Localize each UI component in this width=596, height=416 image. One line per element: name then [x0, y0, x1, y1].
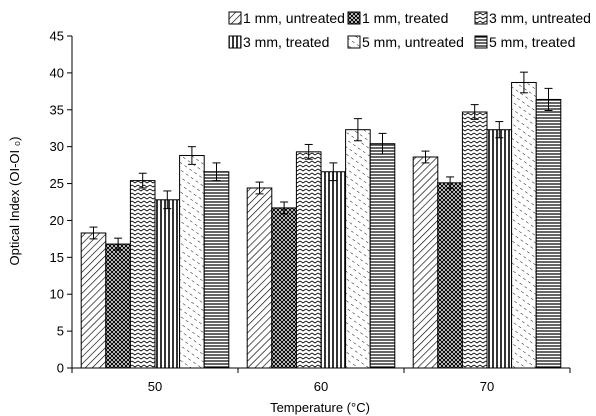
error-bar-5-mm-treated-60	[378, 132, 387, 155]
y-tick-label: 20	[50, 213, 64, 228]
legend-item-5-mm-treated: 5 mm, treated	[474, 34, 575, 50]
bar-1-mm-untreated-70	[412, 156, 439, 369]
error-bar-1-mm-untreated-70	[421, 150, 430, 164]
y-tick-label: 45	[50, 29, 64, 44]
error-bar-3-mm-untreated-70	[470, 104, 479, 120]
legend-item-1-mm-treated: 1 mm, treated	[347, 10, 448, 26]
bar-3-mm-untreated-60	[295, 151, 322, 369]
bar-3-mm-treated-70	[486, 129, 513, 369]
error-bar-1-mm-treated-70	[446, 176, 455, 190]
y-tick-label: 10	[50, 287, 64, 302]
y-tick-label: 40	[50, 65, 64, 80]
bar-1-mm-untreated-60	[246, 187, 273, 369]
error-bar-1-mm-treated-50	[114, 237, 123, 251]
y-axis-ticks: 0 5 10 15 20 25 30 35 40 45	[50, 29, 72, 376]
legend-item-5-mm-untreated: 5 mm, untreated	[347, 34, 464, 50]
legend-label: 3 mm, untreated	[489, 10, 591, 26]
bar-3-mm-treated-60	[320, 171, 347, 369]
x-tick-label: 70	[480, 379, 494, 394]
legend-label: 1 mm, treated	[362, 10, 448, 26]
legend-item-1-mm-untreated: 1 mm, untreated	[228, 10, 345, 26]
bar-1-mm-untreated-50	[80, 232, 107, 369]
bar-1-mm-treated-50	[105, 243, 131, 369]
error-bar-5-mm-untreated-50	[187, 146, 196, 165]
legend-item-3-mm-untreated: 3 mm, untreated	[474, 10, 591, 26]
bar-1-mm-treated-60	[271, 207, 297, 369]
legend-swatch	[228, 35, 242, 49]
x-tick-label: 50	[148, 379, 162, 394]
error-bar-1-mm-untreated-60	[255, 181, 264, 195]
bar-5-mm-treated-60	[369, 143, 396, 369]
bar-5-mm-untreated-50	[179, 155, 205, 369]
error-bar-3-mm-untreated-60	[304, 143, 313, 160]
error-bar-3-mm-treated-60	[329, 162, 338, 182]
y-tick-label: 25	[50, 176, 64, 191]
bar-3-mm-untreated-50	[129, 180, 156, 369]
legend-swatch	[474, 35, 488, 49]
error-bars	[89, 71, 553, 251]
legend-item-3-mm-treated: 3 mm, treated	[228, 34, 329, 50]
bar-3-mm-treated-50	[154, 199, 181, 369]
bar-5-mm-treated-50	[203, 171, 230, 369]
bar-5-mm-untreated-70	[511, 81, 537, 369]
x-tick-label: 60	[314, 379, 328, 394]
bar-1-mm-treated-70	[437, 182, 463, 369]
error-bar-5-mm-treated-70	[544, 87, 553, 112]
legend-label: 1 mm, untreated	[243, 10, 345, 26]
error-bar-5-mm-untreated-70	[519, 71, 528, 94]
legend-swatch	[347, 11, 361, 25]
error-bar-3-mm-treated-70	[495, 121, 504, 139]
legend-swatch	[347, 35, 361, 49]
bar-series	[80, 81, 562, 369]
y-tick-label: 30	[50, 139, 64, 154]
legend-label: 5 mm, untreated	[362, 34, 464, 50]
legend-label: 5 mm, treated	[489, 34, 575, 50]
error-bar-5-mm-untreated-60	[353, 118, 362, 142]
error-bar-3-mm-untreated-50	[138, 172, 147, 189]
error-bar-5-mm-treated-50	[212, 162, 221, 182]
y-axis-title: Optical Index (OI-OI ₀)	[7, 137, 22, 266]
legend-label: 3 mm, treated	[243, 34, 329, 50]
y-tick-label: 15	[50, 250, 64, 265]
x-axis-ticks: 50 60 70	[71, 368, 571, 394]
error-bar-3-mm-treated-50	[163, 190, 172, 210]
y-tick-label: 0	[57, 361, 64, 376]
y-tick-label: 35	[50, 102, 64, 117]
bar-5-mm-treated-70	[535, 98, 562, 369]
y-tick-label: 5	[57, 324, 64, 339]
error-bar-1-mm-untreated-50	[89, 226, 98, 240]
error-bar-1-mm-treated-60	[280, 201, 289, 215]
bar-3-mm-untreated-70	[461, 111, 488, 369]
legend-swatch	[228, 11, 242, 25]
bar-5-mm-untreated-60	[345, 129, 371, 369]
chart-legend: 1 mm, untreated 1 mm, treated 3 mm, untrea…	[228, 10, 591, 50]
x-axis-title: Temperature (°C)	[270, 400, 370, 415]
legend-swatch	[474, 11, 488, 25]
